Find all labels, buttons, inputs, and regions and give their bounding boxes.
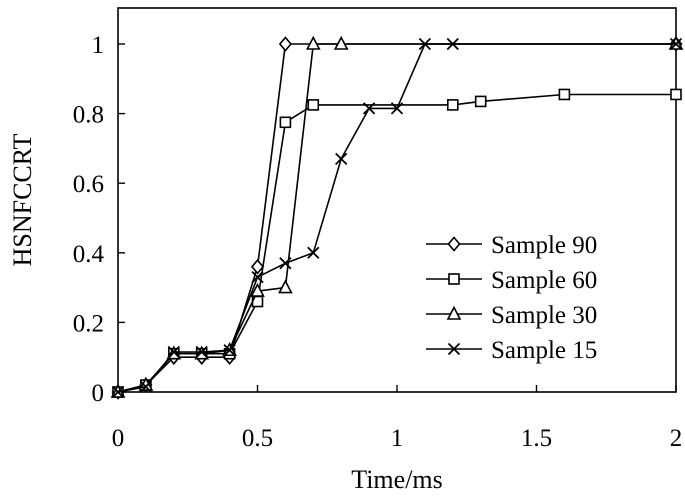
data-point-sample-15 (195, 345, 208, 359)
data-point-sample-15 (111, 385, 125, 399)
data-point-sample-60 (558, 88, 571, 101)
series-sample-15 (111, 37, 683, 399)
data-point-sample-60 (474, 95, 487, 108)
legend-item-sample-15: Sample 15 (426, 337, 597, 364)
data-point-sample-15 (251, 271, 264, 284)
legend-label: Sample 30 (491, 302, 597, 329)
legend-item-sample-90: Sample 90 (426, 232, 597, 259)
y-tick-label: 0.8 (73, 102, 104, 129)
legend: Sample 90 Sample 60 Sample 30 Sample 15 (426, 232, 597, 364)
legend-marker (446, 305, 462, 320)
data-point-sample-15 (139, 380, 153, 393)
x-tick-label: 2 (670, 425, 683, 452)
data-point-sample-90 (278, 36, 292, 52)
y-tick-label: 0.6 (73, 171, 104, 198)
x-axis-label: Time/ms (351, 465, 443, 494)
series-line-sample-15 (117, 43, 676, 393)
data-point-sample-30 (250, 282, 265, 297)
data-point-sample-15 (669, 37, 683, 51)
data-point-sample-15 (223, 344, 236, 357)
legend-label: Sample 90 (491, 232, 597, 259)
data-point-sample-30 (278, 279, 293, 294)
x-tick-label: 1.5 (521, 425, 552, 452)
legend-item-sample-60: Sample 60 (426, 267, 597, 294)
x-tick-label: 1 (391, 425, 404, 452)
legend-label: Sample 60 (491, 267, 597, 294)
series-layer (110, 35, 684, 400)
y-tick-label: 1 (92, 32, 105, 59)
data-point-sample-15 (446, 37, 459, 51)
legend-marker (447, 236, 461, 252)
data-point-sample-30 (333, 35, 349, 50)
x-tick-label: 0.5 (242, 425, 273, 452)
data-point-sample-15 (167, 345, 180, 359)
plot-frame (117, 7, 677, 393)
data-point-sample-90 (250, 258, 265, 275)
data-point-sample-15 (362, 102, 376, 115)
axis-ticks: 0 0.5 1 1.5 2 0 0.2 0.4 0.6 0.8 1 (73, 32, 683, 452)
y-tick-label: 0 (92, 380, 105, 407)
data-point-sample-15 (279, 257, 292, 270)
y-tick-label: 0.2 (73, 310, 104, 337)
data-point-sample-15 (390, 102, 404, 115)
data-point-sample-60 (279, 116, 292, 129)
y-axis-label: HSNFCCRT (8, 133, 37, 266)
data-point-sample-60 (670, 88, 682, 101)
data-point-sample-15 (307, 246, 320, 259)
data-point-sample-60 (446, 99, 459, 111)
x-tick-label: 0 (112, 425, 125, 452)
data-point-sample-15 (418, 37, 432, 51)
legend-marker (447, 342, 461, 356)
legend-item-sample-30: Sample 30 (426, 302, 597, 329)
legend-label: Sample 15 (491, 337, 597, 364)
legend-marker (448, 273, 460, 285)
data-point-sample-30 (305, 35, 321, 50)
y-tick-label: 0.4 (73, 241, 105, 268)
data-point-sample-15 (335, 152, 348, 165)
data-point-sample-60 (307, 99, 320, 111)
